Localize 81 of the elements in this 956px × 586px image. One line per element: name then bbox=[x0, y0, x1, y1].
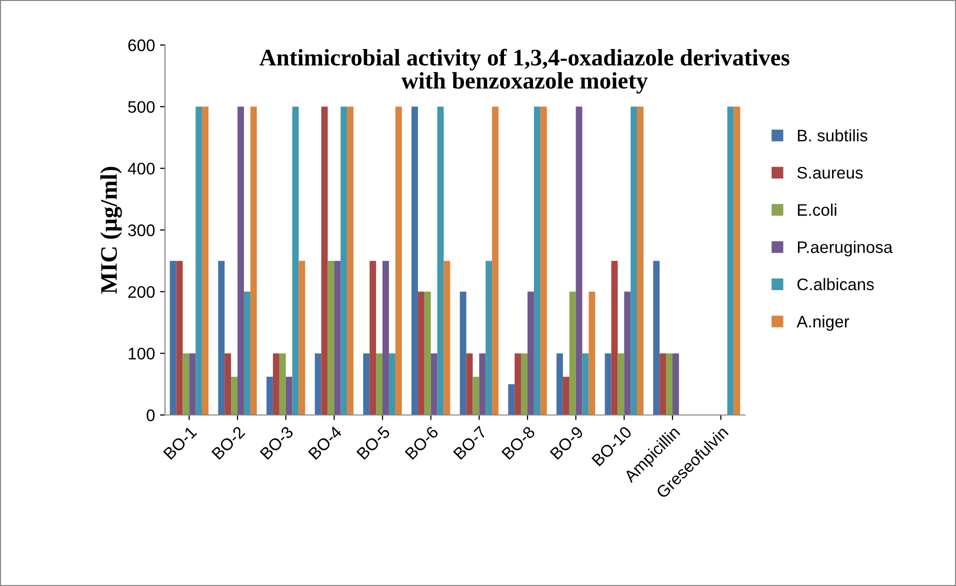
bar bbox=[637, 106, 644, 415]
bar bbox=[292, 106, 299, 415]
bar bbox=[624, 292, 631, 415]
y-tick-label: 100 bbox=[128, 348, 155, 360]
bar bbox=[347, 106, 354, 415]
bar bbox=[176, 260, 183, 415]
text: Antimicrobial activity of 1,3,4-oxadiazole derivatives with benzoxazole moiety bbox=[259, 48, 790, 94]
bar bbox=[224, 353, 232, 415]
bar bbox=[576, 106, 582, 415]
bar bbox=[424, 292, 431, 415]
bar bbox=[666, 353, 672, 415]
bar bbox=[363, 353, 370, 415]
y-tick-label: 400 bbox=[128, 162, 155, 175]
y-tick-label: 500 bbox=[128, 101, 155, 113]
bar bbox=[382, 260, 389, 415]
bar bbox=[618, 353, 624, 415]
bar bbox=[238, 106, 244, 415]
bar bbox=[231, 376, 238, 415]
bar bbox=[437, 106, 444, 415]
bar bbox=[182, 353, 190, 415]
bar bbox=[170, 260, 176, 415]
legend-label: S.aureus bbox=[797, 166, 863, 179]
bar bbox=[569, 292, 576, 415]
bar bbox=[418, 292, 424, 415]
y-tick-label: 600 bbox=[128, 39, 155, 52]
bar bbox=[272, 353, 280, 415]
bar bbox=[556, 353, 563, 415]
bar bbox=[486, 260, 492, 415]
bar bbox=[630, 106, 638, 415]
bar bbox=[314, 353, 322, 415]
y-tick-label: 300 bbox=[128, 224, 155, 236]
bar bbox=[528, 292, 534, 415]
bar bbox=[492, 106, 498, 415]
bar bbox=[244, 292, 250, 415]
bar bbox=[340, 106, 348, 415]
bar bbox=[734, 106, 740, 415]
bar bbox=[508, 384, 515, 415]
bar bbox=[279, 353, 286, 415]
bar bbox=[460, 292, 466, 415]
bar bbox=[412, 106, 418, 415]
bar bbox=[672, 353, 679, 415]
bar bbox=[218, 260, 225, 415]
bar bbox=[334, 260, 341, 415]
bar bbox=[534, 106, 540, 415]
legend-label: P.aeruginosa bbox=[798, 240, 893, 256]
bar bbox=[370, 260, 376, 415]
bar bbox=[430, 353, 438, 415]
bar bbox=[521, 353, 528, 415]
bar bbox=[298, 260, 306, 415]
y-tick-label: 0 bbox=[146, 409, 155, 422]
bar bbox=[376, 353, 382, 415]
bar bbox=[189, 353, 196, 415]
bar bbox=[395, 106, 402, 415]
bar bbox=[196, 106, 202, 415]
legend-label: E.coli bbox=[798, 204, 836, 216]
bar bbox=[727, 106, 734, 415]
legend-label: C.albicans bbox=[797, 278, 874, 290]
bar bbox=[466, 353, 473, 415]
bar bbox=[328, 260, 334, 415]
bar bbox=[588, 292, 596, 415]
bar bbox=[472, 376, 480, 415]
y-axis-title: MIC (µg/ml) bbox=[100, 166, 122, 294]
bar bbox=[202, 106, 208, 415]
bar bbox=[444, 260, 450, 415]
bar bbox=[479, 353, 486, 415]
y-tick-label: 200 bbox=[128, 286, 155, 298]
bar bbox=[286, 376, 292, 415]
legend-label: B. subtilis bbox=[798, 129, 868, 142]
bar bbox=[321, 106, 328, 415]
bar bbox=[582, 353, 589, 415]
bar bbox=[562, 376, 570, 415]
bar bbox=[250, 106, 257, 415]
bar bbox=[540, 106, 547, 415]
bar bbox=[604, 353, 612, 415]
bar bbox=[653, 260, 660, 415]
bar bbox=[266, 376, 273, 415]
bar bbox=[388, 353, 396, 415]
legend-label: A.niger bbox=[796, 315, 850, 331]
bar bbox=[514, 353, 522, 415]
bar bbox=[611, 260, 618, 415]
bar bbox=[660, 353, 666, 415]
